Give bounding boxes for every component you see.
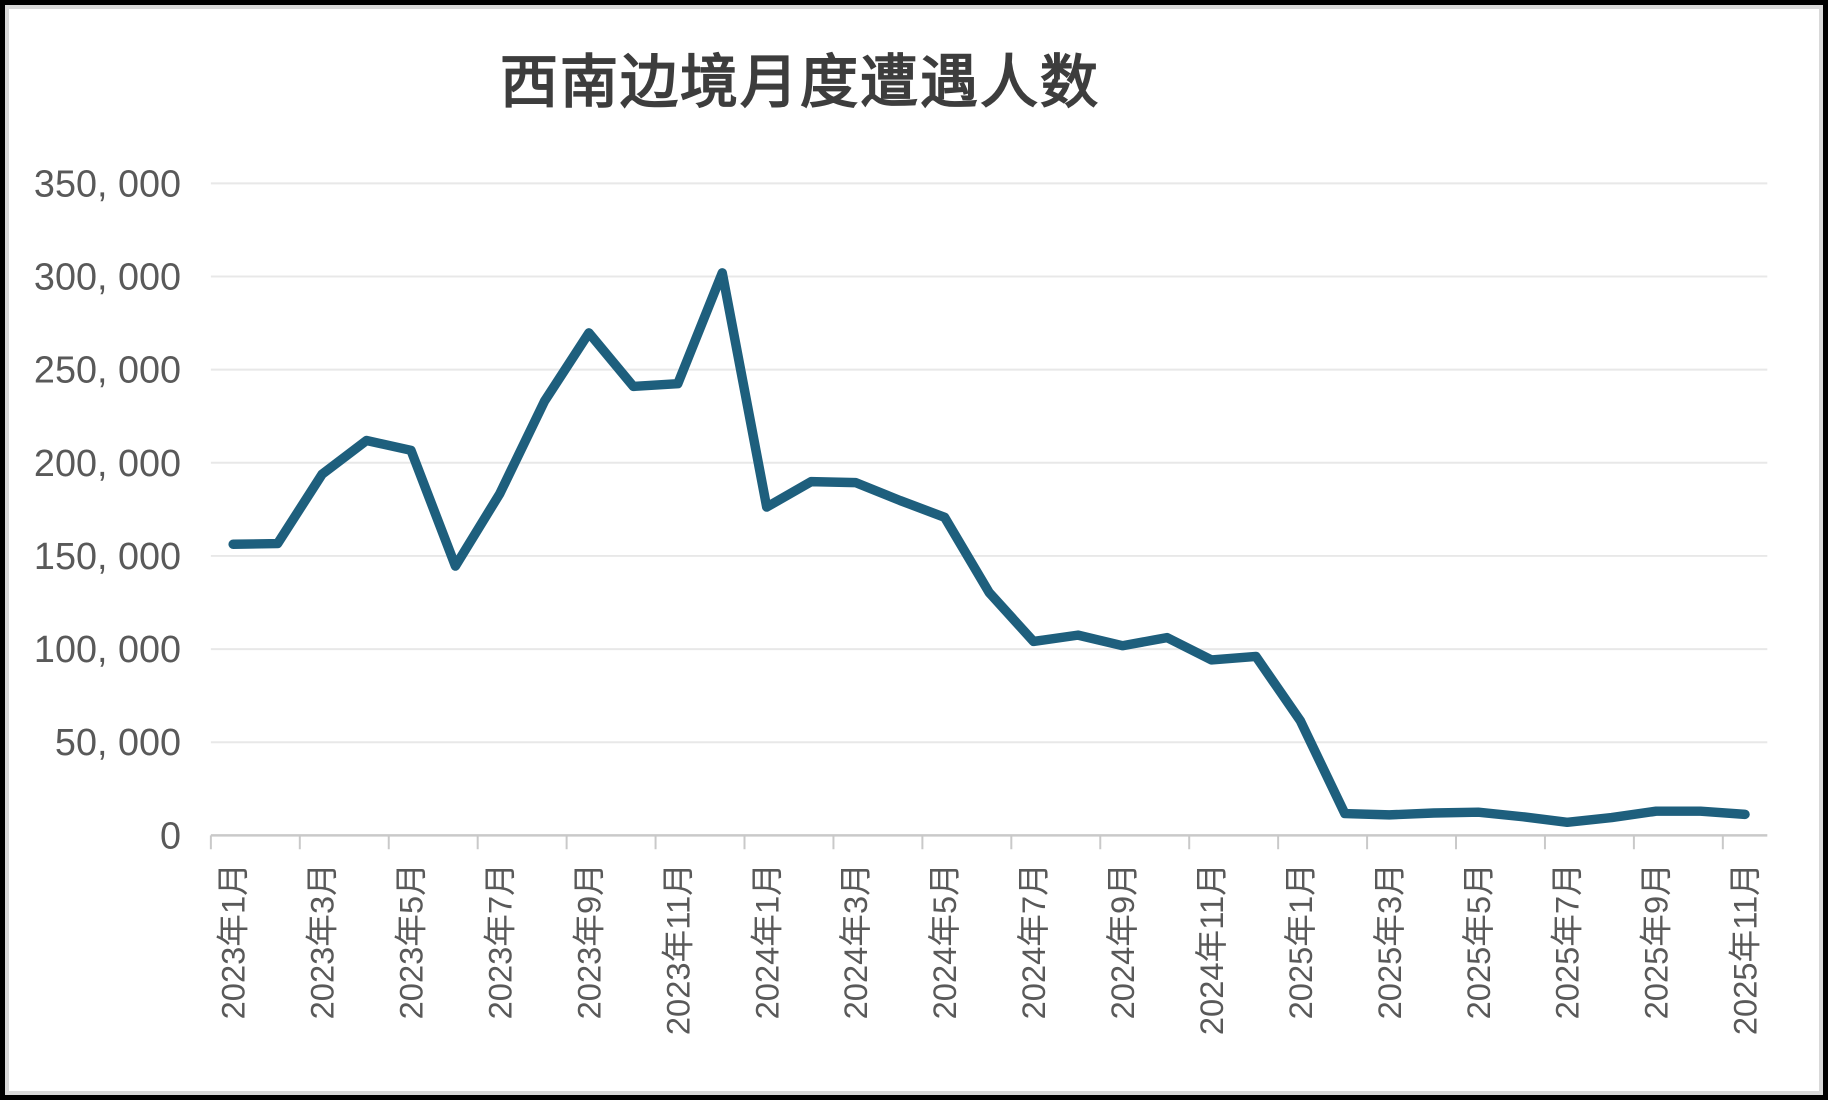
x-axis-tick-label: 2025年7月 [1549, 863, 1586, 1019]
x-axis-tick-label: 2024年1月 [748, 863, 785, 1019]
y-axis-labels: 0 50, 000 100, 000 150, 000 200, 000 250, 000… [34, 162, 181, 856]
y-axis-tick-label: 100, 000 [34, 628, 181, 670]
line-chart: 0 50, 000 100, 000 150, 000 200, 000 250, 000… [34, 162, 1768, 1035]
data-series-line [228, 268, 1750, 828]
x-axis-tick-label: 2023年11月 [659, 863, 696, 1035]
y-axis-tick-label: 150, 000 [34, 535, 181, 577]
x-axis-tick-label: 2024年11月 [1193, 863, 1230, 1035]
data-series [228, 268, 1750, 828]
chart-title: 西南边境月度遭遇人数 [499, 50, 1100, 115]
y-axis-tick-label: 350, 000 [34, 162, 181, 204]
x-axis-tick-label: 2024年5月 [926, 863, 963, 1019]
y-axis-tick-label: 200, 000 [34, 442, 181, 484]
x-axis-tick-label: 2023年1月 [215, 863, 252, 1019]
y-axis-tick-label: 0 [160, 814, 181, 856]
x-axis-tick-label: 2024年3月 [837, 863, 874, 1019]
x-axis-tick-label: 2025年9月 [1638, 863, 1675, 1019]
x-axis [209, 834, 1768, 850]
x-axis-labels: 2023年1月 2023年3月 2023年5月 2023年7月 2023年9月 2023年… [215, 863, 1764, 1035]
y-axis-tick-label: 50, 000 [55, 721, 181, 763]
x-axis-tick-label: 2025年3月 [1371, 863, 1408, 1019]
x-axis-tick-label: 2023年7月 [481, 863, 518, 1019]
x-axis-tick-label: 2025年11月 [1727, 863, 1764, 1035]
x-axis-tick-label: 2025年1月 [1282, 863, 1319, 1019]
x-axis-tick-label: 2023年3月 [304, 863, 341, 1019]
y-axis-tick-label: 250, 000 [34, 349, 181, 391]
x-axis-tick-label: 2024年9月 [1104, 863, 1141, 1019]
x-axis-tick-label: 2023年5月 [392, 863, 429, 1019]
x-axis-tick-label: 2024年7月 [1015, 863, 1052, 1019]
gridlines [210, 182, 1768, 744]
y-axis-tick-label: 300, 000 [34, 256, 181, 298]
x-axis-tick-label: 2023年9月 [570, 863, 607, 1019]
x-axis-tick-label: 2025年5月 [1460, 863, 1497, 1019]
